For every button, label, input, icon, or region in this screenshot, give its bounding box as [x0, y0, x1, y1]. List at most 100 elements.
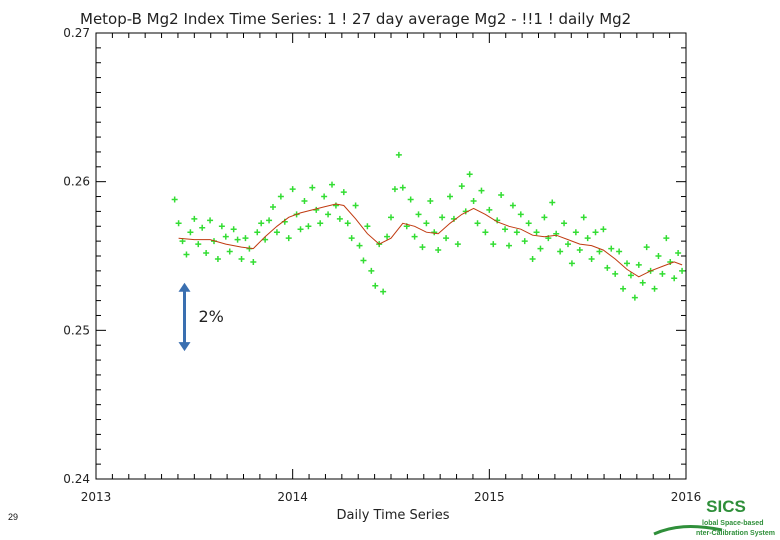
daily-point	[435, 247, 442, 254]
daily-point	[624, 260, 630, 267]
daily-point	[230, 226, 237, 233]
daily-point	[635, 261, 642, 268]
x-tick-label: 2016	[671, 490, 702, 504]
daily-point	[580, 214, 587, 221]
slide-number: 29	[8, 512, 19, 522]
daily-point	[391, 186, 398, 193]
daily-point	[443, 235, 450, 242]
plot-frame	[95, 32, 687, 480]
daily-point	[336, 215, 343, 222]
daily-point	[627, 272, 634, 279]
daily-point	[612, 270, 619, 277]
daily-point	[454, 241, 461, 248]
daily-point	[199, 224, 206, 231]
daily-point	[592, 229, 599, 236]
daily-point	[565, 241, 571, 248]
daily-point	[384, 233, 391, 240]
daily-point	[368, 267, 375, 274]
daily-point	[171, 196, 178, 203]
daily-point	[356, 242, 363, 249]
daily-point	[470, 197, 477, 204]
daily-point	[490, 241, 497, 248]
daily-point	[262, 236, 269, 243]
daily-point	[584, 235, 591, 242]
daily-point	[513, 229, 520, 236]
daily-point	[218, 223, 225, 230]
daily-point	[380, 288, 387, 295]
axis-ticks	[95, 32, 687, 480]
daily-point	[557, 248, 564, 255]
logo-tagline-2: nter-Calibration System	[696, 530, 775, 537]
daily-point	[372, 282, 379, 289]
daily-point	[572, 229, 579, 236]
daily-point	[226, 248, 233, 255]
daily-point	[509, 202, 516, 209]
daily-point	[340, 189, 347, 196]
daily-point	[309, 184, 316, 191]
daily-point	[360, 257, 367, 264]
daily-point	[317, 220, 324, 227]
daily-point	[466, 171, 473, 178]
daily-point	[250, 258, 257, 265]
daily-point	[297, 226, 304, 233]
daily-point	[671, 275, 678, 282]
daily-point	[179, 238, 186, 245]
daily-point	[576, 247, 583, 254]
daily-point	[254, 229, 261, 236]
daily-mg2-series	[171, 151, 686, 301]
daily-point	[498, 192, 505, 199]
x-axis-label: Daily Time Series	[337, 508, 450, 523]
annotation-arrow-head-up	[178, 282, 191, 292]
daily-point	[537, 245, 544, 252]
daily-point	[419, 244, 426, 251]
daily-point	[659, 270, 666, 277]
y-tick-label: 0.24	[63, 472, 90, 486]
daily-point	[222, 233, 229, 240]
y-tick-label: 0.27	[63, 26, 90, 40]
average-mg2-line	[178, 203, 683, 278]
daily-point	[395, 151, 402, 158]
daily-point	[273, 229, 280, 236]
daily-point	[407, 196, 414, 203]
daily-point	[525, 220, 532, 227]
daily-point	[521, 238, 528, 245]
daily-point	[411, 233, 418, 240]
daily-point	[277, 193, 284, 200]
x-axis-tick-labels: 2013 2014 2015 2016	[81, 490, 702, 504]
daily-point	[325, 211, 332, 218]
daily-point	[549, 199, 556, 206]
daily-point	[600, 226, 607, 233]
daily-point	[655, 253, 662, 259]
daily-point	[667, 258, 674, 265]
daily-point	[663, 235, 670, 242]
daily-point	[639, 279, 646, 286]
x-tick-label: 2014	[277, 490, 308, 504]
range-annotation: 2%	[178, 282, 224, 352]
daily-point	[258, 220, 265, 227]
daily-point	[588, 255, 595, 262]
daily-point	[321, 193, 328, 200]
daily-point	[214, 255, 221, 262]
daily-point	[651, 285, 658, 292]
daily-point	[447, 193, 453, 200]
y-axis-tick-labels: 0.24 0.25 0.26 0.27	[63, 26, 90, 486]
annotation-label: 2%	[199, 307, 224, 326]
daily-point	[415, 211, 422, 218]
daily-point	[458, 183, 465, 190]
daily-point	[289, 186, 296, 193]
daily-point	[506, 242, 512, 249]
daily-point	[529, 255, 536, 262]
daily-point	[474, 220, 481, 227]
daily-point	[329, 181, 335, 188]
daily-point	[517, 211, 524, 218]
daily-point	[568, 260, 575, 267]
gsics-logo: SICS lobal Space-based nter-Calibration …	[653, 497, 775, 537]
daily-point	[242, 235, 249, 242]
y-tick-label: 0.25	[63, 323, 90, 337]
daily-point	[191, 215, 198, 222]
daily-point	[175, 220, 182, 227]
daily-point	[332, 202, 339, 209]
daily-point	[427, 197, 434, 204]
daily-point	[631, 294, 638, 301]
